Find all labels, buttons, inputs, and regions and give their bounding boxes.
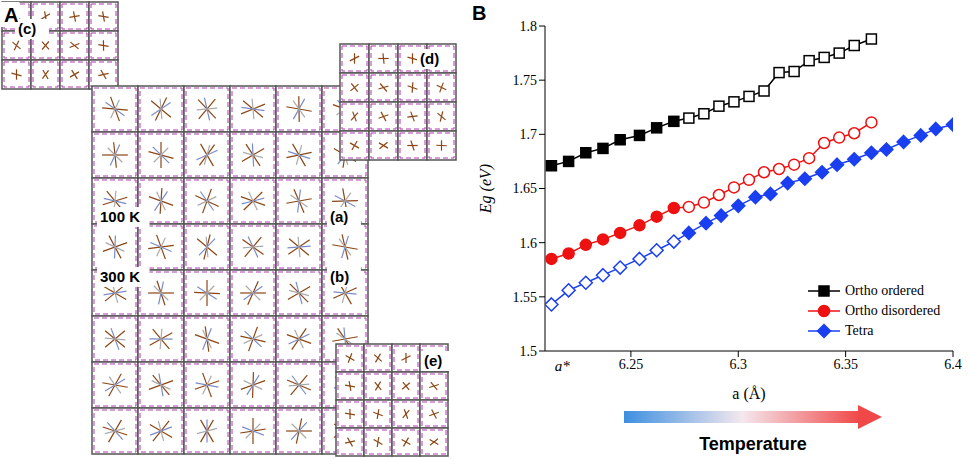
svg-text:1.8: 1.8: [520, 19, 538, 34]
svg-text:Eg (eV): Eg (eV): [478, 164, 495, 214]
svg-text:(a): (a): [330, 208, 348, 225]
svg-text:1.55: 1.55: [513, 290, 538, 305]
svg-text:(d): (d): [420, 50, 439, 67]
svg-text:6.4: 6.4: [944, 357, 962, 372]
svg-text:1.6: 1.6: [520, 236, 538, 251]
html-text:Ortho disordered: Ortho disordered: [845, 303, 941, 318]
svg-text:a (Å): a (Å): [732, 385, 765, 403]
html-text:Tetra: Tetra: [845, 323, 874, 338]
svg-text:Temperature: Temperature: [699, 434, 807, 454]
svg-text:A: A: [4, 4, 18, 26]
svg-text:1.65: 1.65: [513, 181, 538, 196]
svg-text:(c): (c): [18, 20, 36, 37]
html-text:B: B: [472, 2, 487, 24]
svg-text:6.25: 6.25: [619, 357, 644, 372]
svg-text:1.7: 1.7: [520, 127, 538, 142]
svg-text:(e): (e): [424, 352, 442, 369]
svg-text:100 K: 100 K: [100, 208, 140, 225]
svg-text:a*: a*: [555, 358, 571, 374]
svg-text:6.3: 6.3: [730, 357, 748, 372]
svg-text:(b): (b): [330, 268, 349, 285]
svg-text:1.75: 1.75: [513, 73, 538, 88]
svg-text:300 K: 300 K: [100, 268, 140, 285]
html-text:Ortho ordered: Ortho ordered: [845, 283, 924, 298]
svg-text:1.5: 1.5: [520, 344, 538, 359]
svg-text:6.35: 6.35: [833, 357, 858, 372]
